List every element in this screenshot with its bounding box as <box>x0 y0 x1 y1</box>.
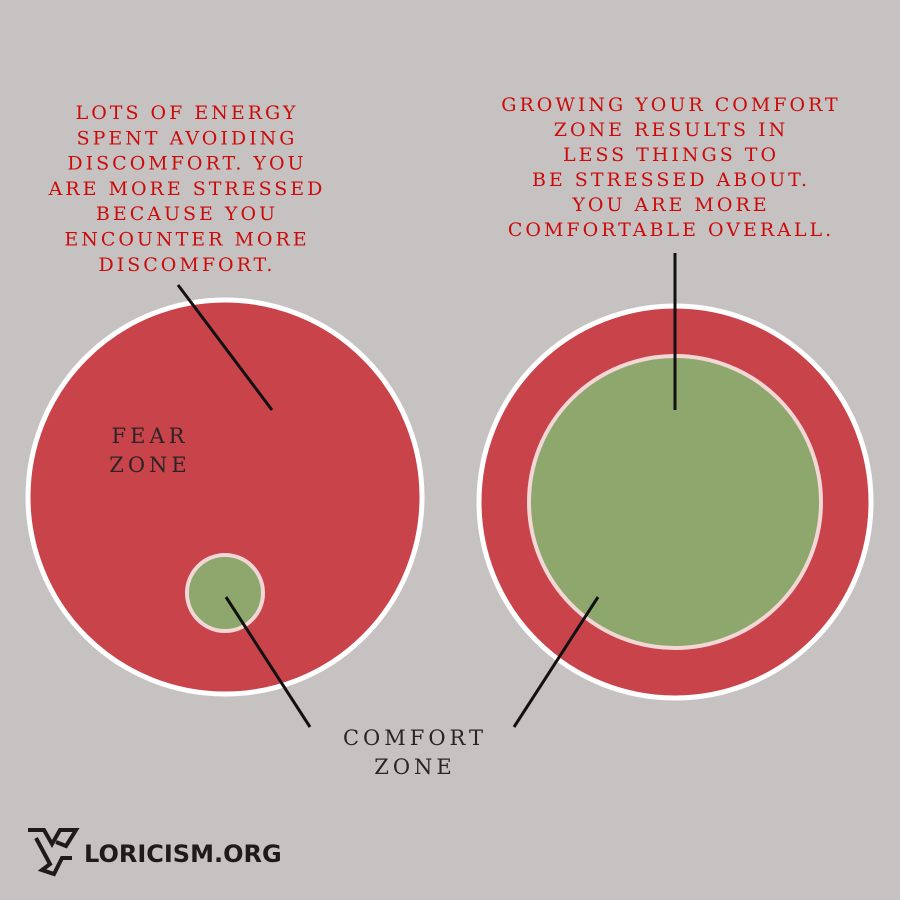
left-note-line: ARE MORE STRESSED <box>48 178 326 200</box>
logo-stroke <box>28 828 80 849</box>
pointer <box>224 596 312 728</box>
pointer <box>512 596 600 728</box>
logo-stroke <box>34 837 72 877</box>
pointers <box>176 253 677 728</box>
right-note-line: BE STRESSED ABOUT. <box>532 169 810 191</box>
comfort-circle-left <box>185 553 265 633</box>
fear-circle-left <box>25 297 425 697</box>
right-note-line: YOU ARE MORE <box>571 194 769 216</box>
left-note-line: LOTS OF ENERGY <box>76 102 299 124</box>
right-note-line: ZONE RESULTS IN <box>554 119 788 141</box>
fear-zone-label: ZONE <box>109 453 191 477</box>
brand: LORICISM.ORG <box>84 840 282 868</box>
right-note-line: GROWING YOUR COMFORT <box>501 94 840 116</box>
left-note-line: DISCOMFORT. YOU <box>67 153 306 175</box>
right-note-line: LESS THINGS TO <box>563 144 779 166</box>
comfort-zone-label: COMFORT <box>343 726 487 750</box>
left-note-line: ENCOUNTER MORE <box>64 229 309 251</box>
fear-zone-label: FEAR <box>112 424 189 448</box>
pointer <box>176 284 274 411</box>
right-note-line: COMFORTABLE OVERALL. <box>508 219 834 241</box>
left-note-line: BECAUSE YOU <box>96 203 278 225</box>
left-note-line: DISCOMFORT. <box>99 254 276 276</box>
logo-icon <box>28 828 80 877</box>
comfort-zone-label: ZONE <box>374 755 456 779</box>
left-note-line: SPENT AVOIDING <box>77 127 298 149</box>
